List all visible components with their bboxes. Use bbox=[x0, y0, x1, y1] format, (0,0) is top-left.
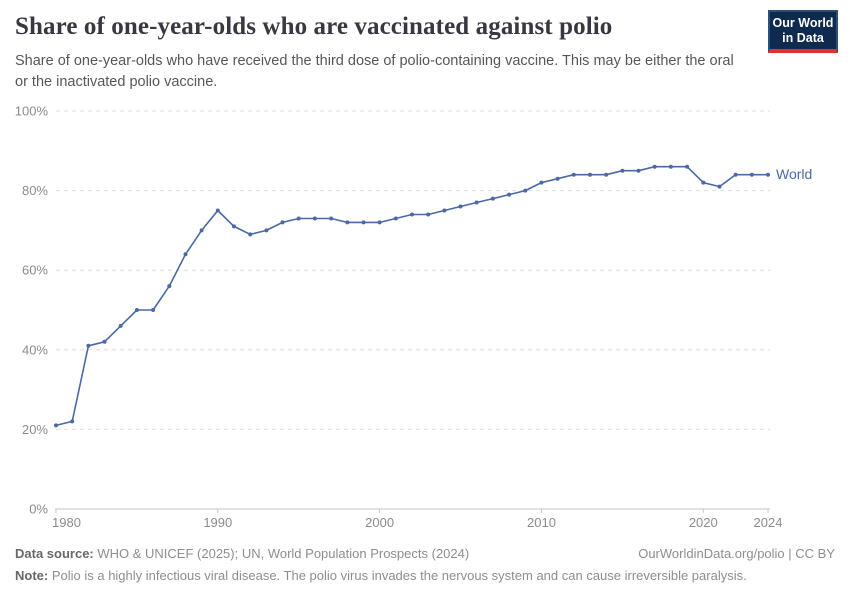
data-point bbox=[490, 196, 495, 201]
data-point bbox=[701, 180, 706, 185]
data-point bbox=[167, 284, 172, 289]
page-title: Share of one-year-olds who are vaccinate… bbox=[15, 13, 613, 40]
data-point bbox=[312, 216, 317, 221]
x-tick-label: 2000 bbox=[365, 515, 394, 530]
data-point bbox=[70, 419, 75, 424]
data-source-text: WHO & UNICEF (2025); UN, World Populatio… bbox=[93, 546, 470, 561]
x-tick-label: 2024 bbox=[754, 515, 783, 530]
data-point bbox=[232, 224, 236, 229]
data-point bbox=[345, 220, 350, 225]
y-tick-label: 20% bbox=[22, 422, 48, 437]
series-line bbox=[55, 165, 768, 427]
data-point bbox=[668, 164, 673, 169]
data-point bbox=[199, 228, 204, 233]
data-point bbox=[361, 220, 366, 225]
data-source-label: Data source: bbox=[15, 546, 94, 561]
x-tick-label: 1990 bbox=[203, 515, 232, 530]
owid-logo-line1: Our World bbox=[772, 16, 834, 30]
data-point bbox=[102, 339, 107, 344]
data-point bbox=[442, 208, 447, 213]
data-point bbox=[523, 188, 528, 193]
data-source-line: Data source: WHO & UNICEF (2025); UN, Wo… bbox=[15, 546, 469, 561]
chart-subtitle: Share of one-year-olds who have received… bbox=[15, 53, 734, 90]
data-point bbox=[393, 216, 398, 221]
data-point bbox=[410, 212, 414, 217]
data-point bbox=[685, 164, 690, 169]
owid-logo-line2: in Data bbox=[782, 31, 824, 45]
data-point bbox=[86, 343, 91, 348]
owid-logo: Our World in Data bbox=[768, 10, 838, 53]
data-point bbox=[474, 200, 479, 205]
data-point bbox=[296, 216, 301, 221]
note-label: Note: bbox=[15, 568, 49, 583]
data-point bbox=[248, 232, 253, 237]
note-line: Note: Polio is a highly infectious viral… bbox=[15, 568, 747, 583]
data-point bbox=[118, 323, 123, 328]
data-point bbox=[183, 252, 188, 257]
x-tick-label: 2010 bbox=[527, 515, 556, 530]
x-tick-label: 1980 bbox=[52, 515, 81, 530]
y-tick-label: 100% bbox=[15, 104, 49, 119]
data-point bbox=[652, 164, 657, 169]
data-point bbox=[539, 180, 544, 185]
data-point bbox=[555, 176, 560, 181]
data-point bbox=[134, 308, 139, 312]
x-axis: 1980 1990 2000 2010 2020 2024 bbox=[52, 509, 782, 530]
x-tick-label: 2020 bbox=[689, 515, 718, 530]
line-chart: 0% 20% 40% 60% 80% 100% 1980 1990 2000 2010 2020 20… bbox=[15, 104, 813, 531]
data-point bbox=[426, 212, 431, 217]
series-world: World bbox=[54, 164, 812, 428]
data-point bbox=[571, 172, 576, 177]
data-point bbox=[280, 220, 285, 225]
y-tick-label: 60% bbox=[22, 263, 48, 278]
license-link: OurWorldinData.org/polio | CC BY bbox=[638, 546, 835, 561]
note-text: Polio is a highly infectious viral disea… bbox=[48, 568, 747, 583]
y-tick-label: 0% bbox=[29, 502, 48, 517]
data-point bbox=[749, 172, 754, 177]
data-point bbox=[151, 308, 156, 312]
y-tick-label: 80% bbox=[22, 183, 48, 198]
data-point bbox=[766, 172, 770, 177]
data-point bbox=[264, 228, 269, 233]
data-point bbox=[620, 168, 625, 173]
data-point bbox=[733, 172, 738, 177]
data-point bbox=[54, 423, 58, 428]
data-point bbox=[458, 204, 463, 209]
data-point bbox=[215, 208, 220, 213]
data-point bbox=[636, 168, 641, 173]
data-point bbox=[507, 192, 512, 197]
y-axis: 0% 20% 40% 60% 80% 100% bbox=[15, 104, 770, 517]
data-point bbox=[377, 220, 382, 225]
data-point bbox=[588, 172, 592, 177]
data-point bbox=[329, 216, 334, 221]
y-tick-label: 40% bbox=[22, 342, 48, 357]
data-point bbox=[604, 172, 609, 177]
data-point bbox=[717, 184, 722, 189]
series-end-label: World bbox=[776, 166, 812, 182]
